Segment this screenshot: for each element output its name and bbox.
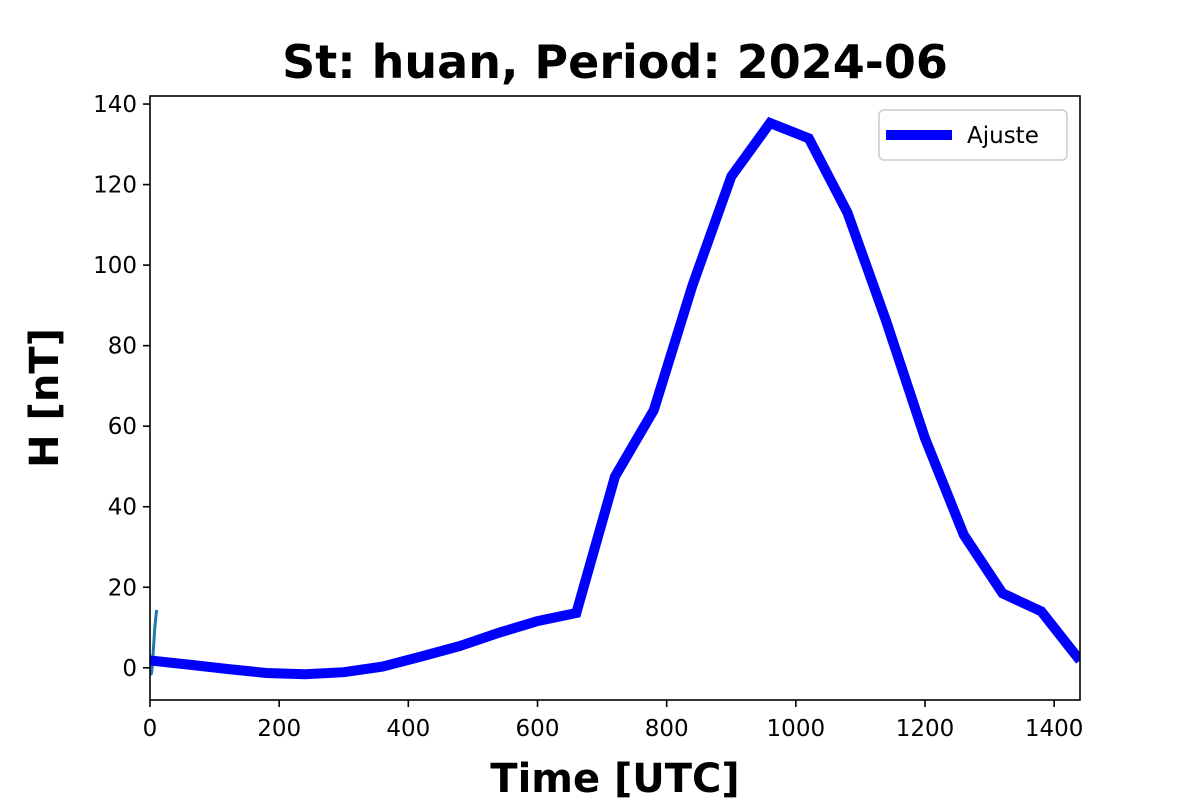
series-line-ajuste [150, 116, 1080, 680]
series-layer [150, 116, 1080, 680]
plot-area [150, 96, 1080, 700]
ticks-layer: 0 200 400 600 800 1000 1200 1400 0 20 40 60 80 100 120… [93, 92, 1083, 742]
x-tick-label: 400 [386, 716, 430, 742]
x-tick-label: 600 [516, 716, 560, 742]
x-tick-label: 1400 [1025, 716, 1084, 742]
y-tick-label: 120 [93, 173, 137, 199]
chart-title: St: huan, Period: 2024-06 [282, 35, 948, 89]
x-axis-label: Time [UTC] [490, 756, 739, 800]
legend-label-ajuste: Ajuste [967, 123, 1039, 149]
legend: Ajuste [878, 109, 1068, 161]
legend-box [878, 109, 1068, 161]
x-tick-label: 800 [645, 716, 689, 742]
y-axis-label: H [nT] [22, 328, 68, 468]
y-tick-label: 140 [93, 92, 137, 118]
y-tick-label: 80 [108, 334, 137, 360]
x-tick-label: 1200 [896, 716, 955, 742]
x-tick-label: 1000 [767, 716, 826, 742]
y-tick-label: 100 [93, 253, 137, 279]
y-tick-label: 60 [108, 414, 137, 440]
series-line-data [150, 609, 159, 677]
y-tick-label: 20 [108, 575, 137, 601]
y-tick-label: 40 [108, 495, 137, 521]
x-tick-label: 200 [257, 716, 301, 742]
x-tick-label: 0 [143, 716, 158, 742]
plot-frame [149, 95, 1081, 701]
y-tick-label: 0 [122, 656, 137, 682]
